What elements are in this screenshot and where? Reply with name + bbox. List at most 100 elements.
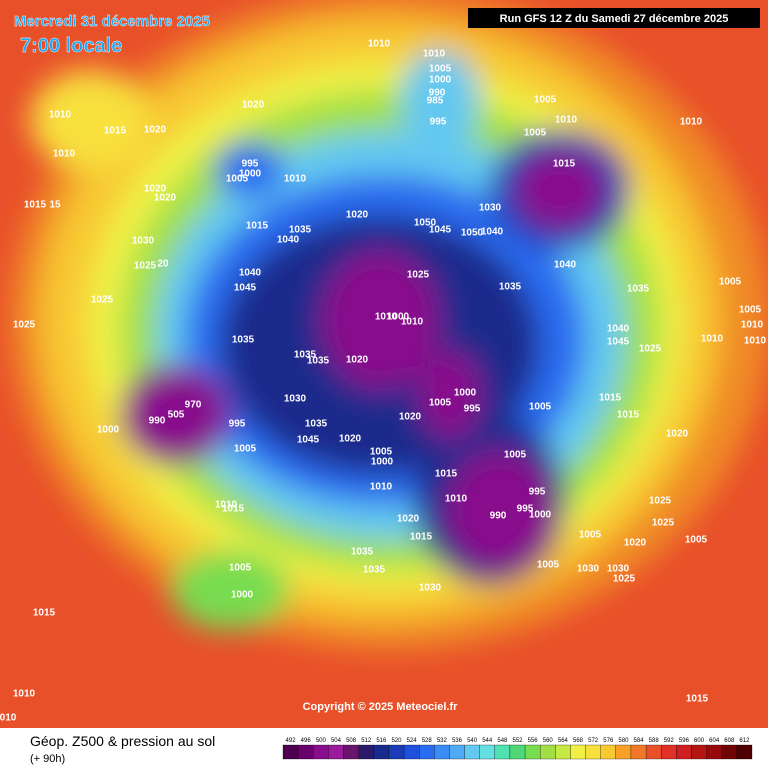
isobar-label: 1005 xyxy=(719,277,742,288)
isobar-label: 20 xyxy=(157,259,169,270)
isobar-label: 1045 xyxy=(234,283,257,294)
isobar-label: 1000 xyxy=(529,510,552,521)
legend-swatch xyxy=(419,744,435,760)
legend-swatch xyxy=(570,744,586,760)
legend-swatch xyxy=(630,744,647,760)
isobar-label: 1035 xyxy=(363,565,386,576)
isobar-label: 1040 xyxy=(607,324,630,335)
legend-swatch xyxy=(464,744,480,760)
legend-swatch xyxy=(540,744,556,760)
isobar-label: 1005 xyxy=(234,444,257,455)
legend-swatch xyxy=(721,744,738,760)
isobar-label: 1005 xyxy=(524,128,547,139)
isobar-label: 1000 xyxy=(97,425,120,436)
legend-swatch xyxy=(600,744,616,760)
legend-swatch xyxy=(706,744,722,760)
isobar-label: 1025 xyxy=(649,496,672,507)
isobar-label: 1015 xyxy=(24,200,47,211)
legend-swatch xyxy=(585,744,601,760)
legend-label: 500 xyxy=(316,738,327,744)
isobar-label: 1005 xyxy=(429,398,452,409)
isobar-label: 1030 xyxy=(284,394,307,405)
legend-label: 504 xyxy=(331,738,342,744)
forecast-time: 7:00 locale xyxy=(20,35,122,57)
isobar-label: 1015 xyxy=(553,159,576,170)
isobar-label: 970 xyxy=(185,400,202,411)
isobar-label: 1000 xyxy=(429,75,452,86)
isobar-label: 1010 xyxy=(49,110,72,121)
isobar-label: 1020 xyxy=(399,412,422,423)
isobar-label: 1045 xyxy=(429,225,452,236)
isobar-label: 1010 xyxy=(744,336,767,347)
isobar-label: 1015 xyxy=(410,532,433,543)
legend-swatch xyxy=(524,744,541,760)
isobar-label: 995 xyxy=(430,117,447,128)
legend-label: 496 xyxy=(301,738,312,744)
isobar-label: 1040 xyxy=(481,227,504,238)
legend-label: 516 xyxy=(376,738,387,744)
legend-swatch xyxy=(358,744,374,760)
isobar-label: 1005 xyxy=(429,64,452,75)
isobar-label: 1025 xyxy=(407,270,430,281)
geopotential-field xyxy=(0,0,768,728)
isobar-label: 1005 xyxy=(529,402,552,413)
isobar-label: 1030 xyxy=(607,564,630,575)
copyright: Copyright © 2025 Meteociel.fr xyxy=(303,701,459,713)
isobar-label: 1035 xyxy=(294,350,317,361)
isobar-label: 990 xyxy=(490,511,507,522)
isobar-label: 1010 xyxy=(555,115,578,126)
legend-swatch xyxy=(661,744,677,760)
legend-swatch xyxy=(691,744,707,760)
isobar-label: 1010 xyxy=(680,117,703,128)
isobar-label: 1025 xyxy=(13,320,36,331)
isobar-label: 1000 xyxy=(371,457,394,468)
forecast-date: Mercredi 31 décembre 2025 xyxy=(14,13,210,30)
isobar-label: 1040 xyxy=(277,235,300,246)
isobar-label: 1000 xyxy=(387,312,410,323)
legend-label: 608 xyxy=(724,738,735,744)
legend-label: 580 xyxy=(618,738,629,744)
isobar-label: 1010 xyxy=(701,334,724,345)
legend-label: 560 xyxy=(543,738,554,744)
isobar-label: 1020 xyxy=(144,125,167,136)
legend-label: 536 xyxy=(452,738,463,744)
isobar-label: 1005 xyxy=(739,305,762,316)
isobar-label: 1005 xyxy=(579,530,602,541)
isobar-label: 990 xyxy=(429,88,446,99)
legend-label: 584 xyxy=(634,738,645,744)
isobar-label: 1030 xyxy=(419,583,442,594)
isobar-label: 1010 xyxy=(368,39,391,50)
isobar-label: 1015 xyxy=(617,410,640,421)
isobar-label: 1005 xyxy=(226,174,249,185)
isobar-label: 1010 xyxy=(370,482,393,493)
legend-label: 544 xyxy=(482,738,493,744)
isobar-label: 1005 xyxy=(504,450,527,461)
isobar-label: 1000 xyxy=(231,590,254,601)
isobar-label: 995 xyxy=(464,404,481,415)
isobar-label: 1020 xyxy=(346,210,369,221)
isobar-label: 1010 xyxy=(215,500,238,511)
legend-swatch xyxy=(736,744,753,760)
isobar-label: 985 xyxy=(427,96,444,107)
isobar-label: 1010 xyxy=(53,149,76,160)
isobar-label: 1020 xyxy=(666,429,689,440)
isobar-label: 1005 xyxy=(534,95,557,106)
run-box xyxy=(468,8,760,28)
isobar-label: 1005 xyxy=(685,535,708,546)
isobar-label: 1045 xyxy=(607,337,630,348)
isobar-label: 1035 xyxy=(499,282,522,293)
isobar-label: 1025 xyxy=(91,295,114,306)
isobar-label: 1025 xyxy=(613,574,636,585)
legend-label: 600 xyxy=(694,738,705,744)
legend-label: 492 xyxy=(286,738,297,744)
isobar-label: 1010 xyxy=(423,49,446,60)
legend-swatch xyxy=(494,744,511,760)
legend-swatch xyxy=(282,744,299,760)
legend-label: 612 xyxy=(739,738,750,744)
isobar-label: 1015 xyxy=(686,694,709,705)
isobar-label: 1035 xyxy=(289,225,312,236)
isobar-label: 1015 xyxy=(246,221,269,232)
isobar-label: 1010 xyxy=(401,317,424,328)
